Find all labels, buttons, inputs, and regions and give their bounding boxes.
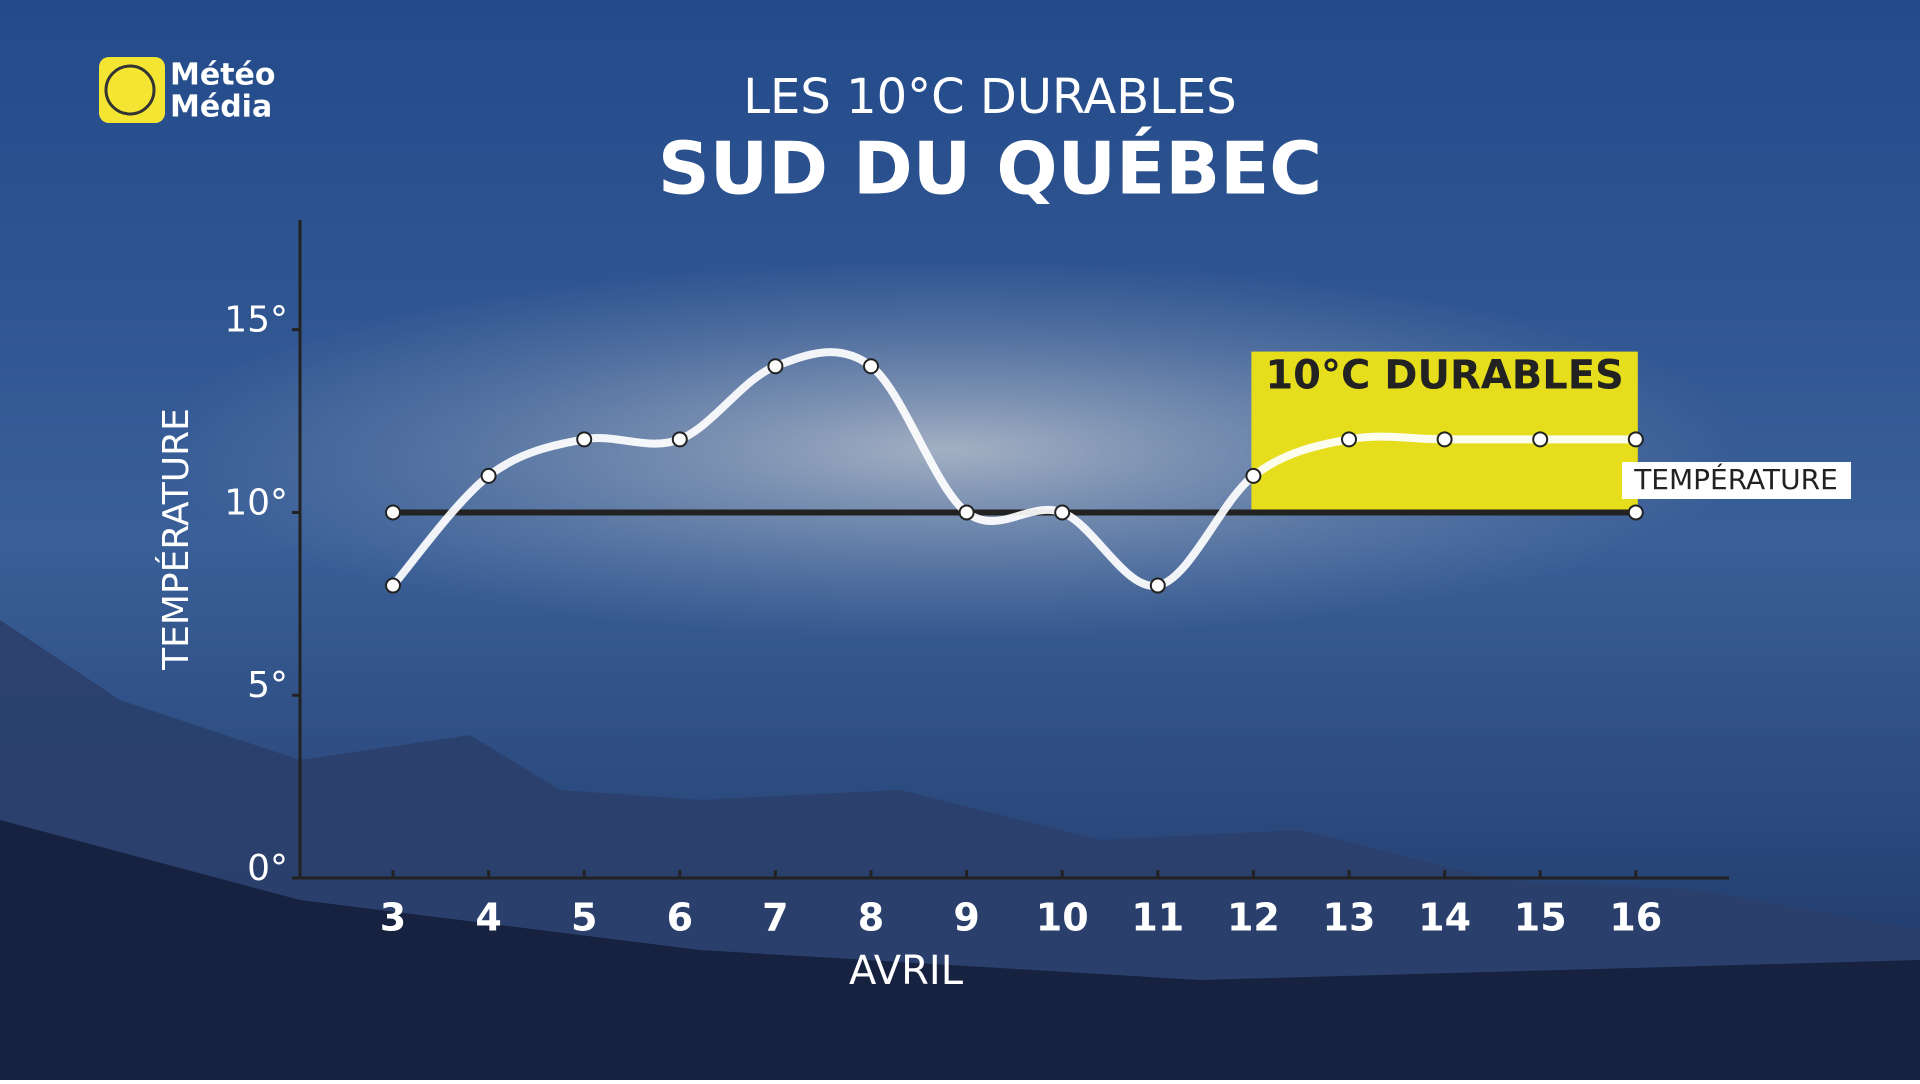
y-tick-label: 5° [247, 665, 288, 706]
x-tick-label: 12 [1227, 896, 1280, 940]
x-tick-label: 7 [762, 896, 788, 940]
x-tick-label: 16 [1609, 896, 1662, 940]
brand: Météo [170, 58, 276, 93]
point [863, 358, 879, 375]
x-tick-label: 3 [380, 896, 406, 940]
x-tick-label: 4 [475, 896, 501, 940]
point [1149, 577, 1166, 594]
point [671, 431, 688, 448]
x-tick-label: 13 [1323, 896, 1376, 940]
point [1436, 431, 1453, 448]
x-tick-label: 8 [858, 896, 884, 940]
point [1054, 504, 1071, 521]
point [576, 431, 593, 448]
point [1627, 431, 1644, 448]
x-tick-label: 6 [667, 896, 693, 940]
foreground [0, 820, 1920, 1080]
point [385, 577, 401, 594]
point [1532, 431, 1549, 448]
point [480, 467, 497, 484]
chart-subtitle: SUD DU QUÉBEC [658, 127, 1322, 211]
point [1245, 467, 1262, 484]
y-tick-label: 15° [224, 300, 288, 341]
x-tick-label: 11 [1131, 896, 1184, 940]
x-tick-label: 10 [1036, 896, 1089, 940]
threshold-marker [1627, 504, 1644, 521]
y-axis-label: TEMPÉRATURE [155, 408, 197, 671]
logo-globe [104, 64, 156, 116]
chart-title: LES 10°C DURABLES [743, 69, 1236, 125]
y-tick-label: 10° [224, 482, 288, 523]
point [767, 358, 784, 375]
legend-box [1622, 462, 1851, 499]
x-tick-label: 15 [1514, 896, 1567, 940]
legend-label: TEMPÉRATURE [1633, 462, 1838, 496]
x-axis-label: AVRIL [849, 948, 964, 994]
x-tick-label: 14 [1418, 896, 1471, 940]
y-tick-label: 0° [247, 848, 288, 889]
highlight-label: 10°C DURABLES [1265, 353, 1624, 399]
x-tick-label: 9 [953, 896, 979, 940]
point [1341, 431, 1357, 448]
point [958, 504, 975, 521]
threshold-marker [385, 504, 401, 521]
brand: Média [170, 90, 272, 125]
x-tick-label: 5 [571, 896, 597, 940]
